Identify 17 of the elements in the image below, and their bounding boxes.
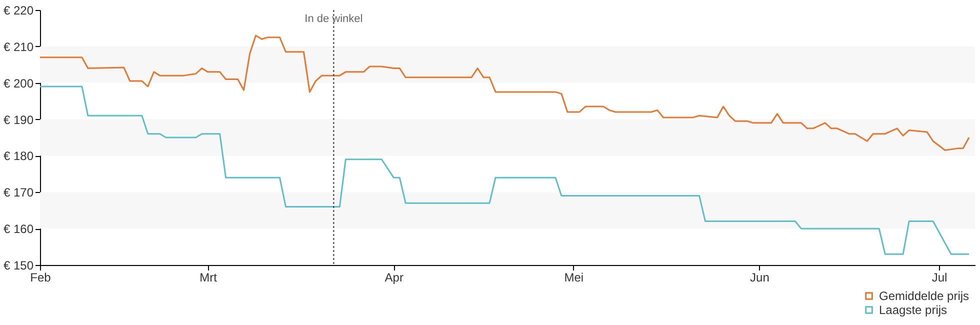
x-tick-label: Apr bbox=[384, 270, 404, 284]
y-tick-label: € 210 bbox=[3, 40, 34, 54]
x-tick-label: Mrt bbox=[200, 270, 218, 284]
x-tick-label: Jun bbox=[750, 270, 770, 284]
x-tick-label: Feb bbox=[30, 270, 52, 284]
x-tick-label: Mei bbox=[564, 270, 584, 284]
ref-line-label: In de winkel bbox=[304, 13, 363, 25]
y-tick-label: € 220 bbox=[3, 4, 34, 18]
y-tick-label: € 170 bbox=[3, 186, 34, 200]
y-tick-label: € 150 bbox=[3, 258, 34, 272]
x-tick-label: Jul bbox=[932, 270, 948, 284]
legend-label: Laagste prijs bbox=[879, 303, 948, 317]
legend-label: Gemiddelde prijs bbox=[879, 289, 970, 303]
y-tick-label: € 200 bbox=[3, 76, 34, 90]
y-tick-label: € 180 bbox=[3, 149, 34, 164]
y-tick-label: € 160 bbox=[3, 222, 34, 236]
y-tick-label: € 190 bbox=[3, 112, 34, 127]
